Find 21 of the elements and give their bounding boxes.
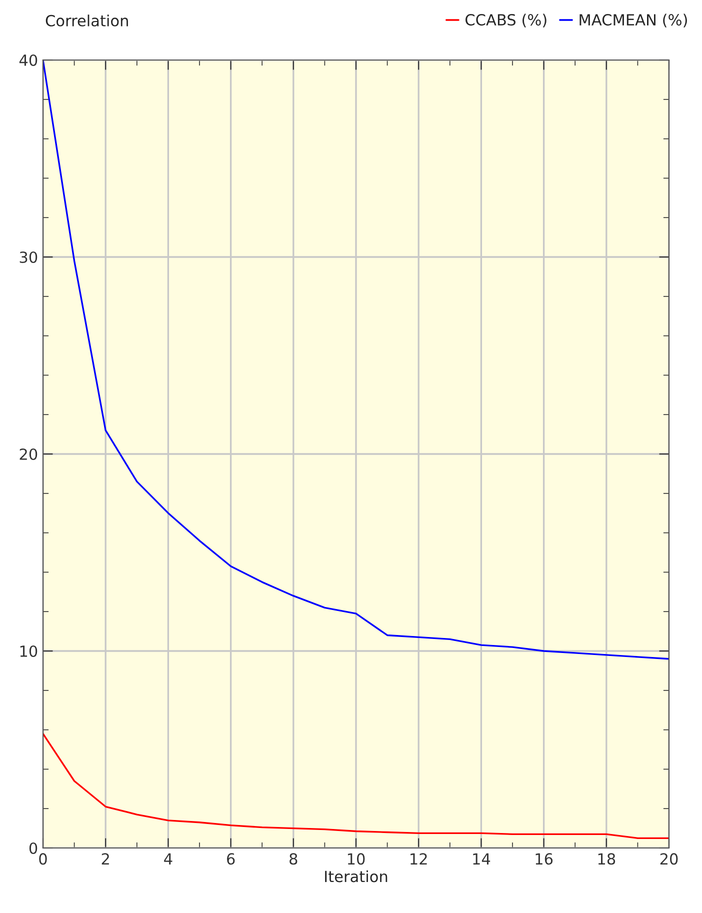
- x-tick-label: 0: [39, 853, 47, 865]
- y-tick-label: 20: [20, 448, 38, 460]
- x-tick-label: 6: [227, 853, 235, 865]
- line-series: [43, 732, 669, 839]
- legend-label: CCABS (%): [466, 14, 546, 28]
- y-tick-label: 40: [19, 54, 38, 66]
- x-tick-label: 14: [473, 853, 490, 864]
- x-tick-label: 8: [290, 853, 298, 865]
- x-tick-label: 2: [102, 853, 109, 864]
- x-axis-title: Iteration: [325, 870, 388, 882]
- y-tick-label: 0: [29, 842, 38, 854]
- legend-label: MACMEAN (%): [580, 14, 687, 28]
- y-axis-title: Correlation: [46, 14, 128, 26]
- x-tick-label: 10: [348, 853, 365, 865]
- x-tick-label: 12: [410, 853, 427, 864]
- y-tick-label: 30: [20, 251, 38, 264]
- x-tick-label: 16: [536, 853, 553, 865]
- y-tick-label: 10: [20, 645, 38, 658]
- x-tick-label: 18: [598, 853, 616, 865]
- x-tick-label: 4: [164, 853, 172, 864]
- x-tick-label: 20: [660, 853, 678, 865]
